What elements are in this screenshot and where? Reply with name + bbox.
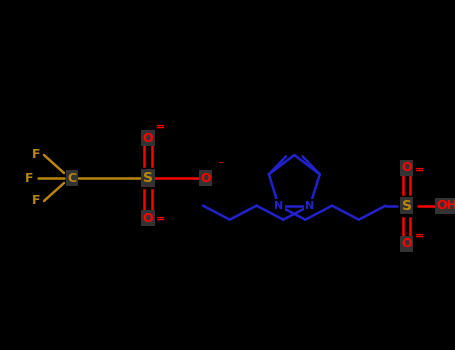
Text: O: O [143,132,153,145]
Text: O: O [200,172,211,184]
Text: O: O [143,211,153,224]
Text: O: O [401,161,412,174]
Text: F: F [25,172,33,184]
Text: S: S [402,199,412,213]
Text: =: = [156,122,165,132]
Text: N: N [305,201,315,211]
Text: N: N [274,201,283,211]
Text: ⁻: ⁻ [217,160,223,170]
Text: C: C [67,172,76,184]
Text: F: F [32,148,40,161]
Text: =: = [415,164,425,175]
Text: O: O [401,237,412,250]
Text: S: S [143,171,153,185]
Text: =: = [415,231,425,241]
Text: =: = [156,214,165,224]
Text: F: F [32,195,40,208]
Text: OH: OH [436,199,455,212]
